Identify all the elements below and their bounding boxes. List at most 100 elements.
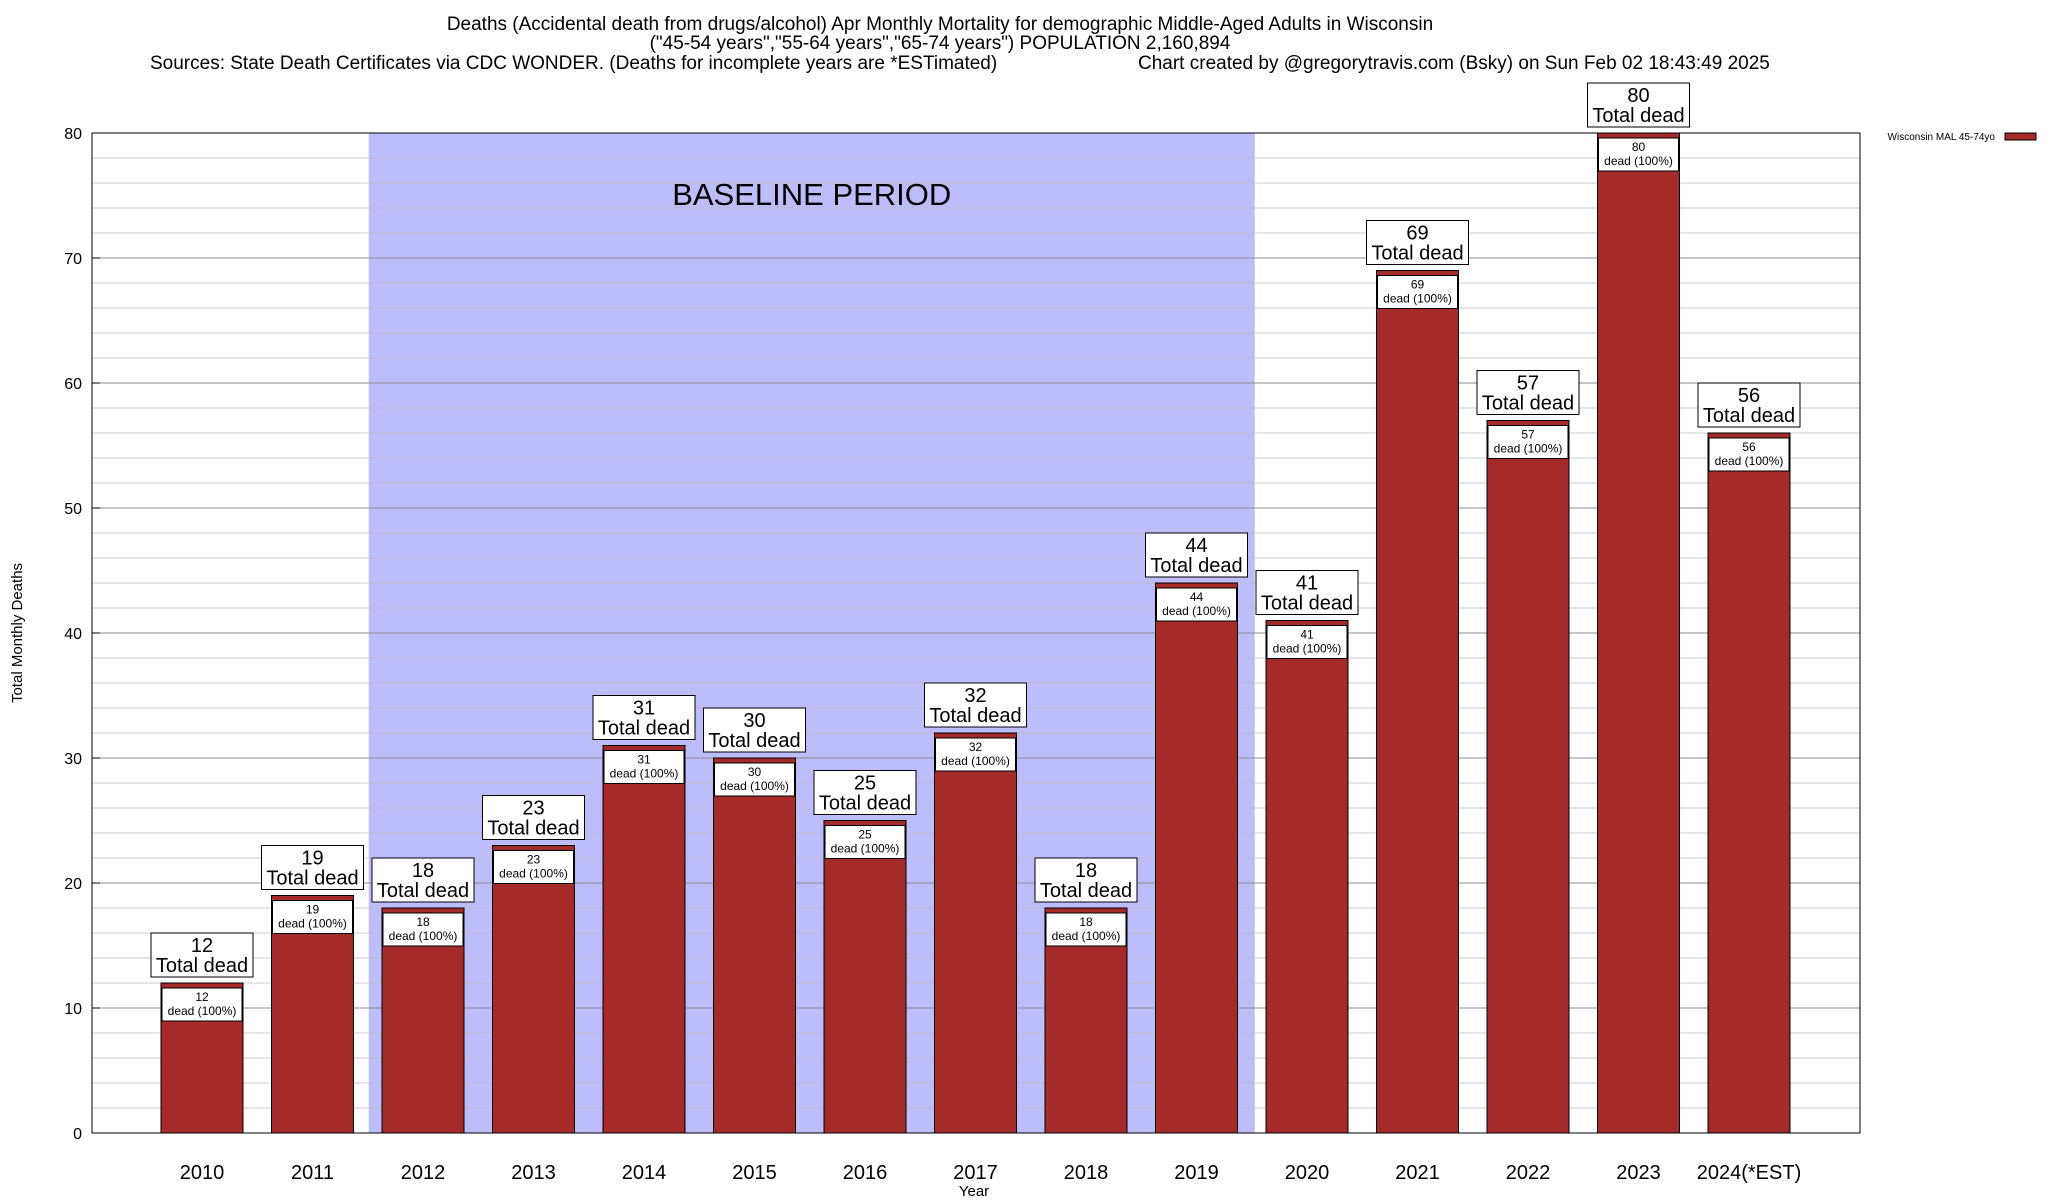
chart-sources: Sources: State Death Certificates via CD… xyxy=(150,53,998,74)
x-axis-label: Year xyxy=(959,1183,989,1200)
y-tick-label: 70 xyxy=(64,251,82,268)
bar-total-label: Total dead xyxy=(1592,105,1684,127)
bar xyxy=(1707,432,1791,1134)
x-tick-label: 2020 xyxy=(1285,1162,1330,1184)
bar xyxy=(602,745,686,1134)
bar-total-label-box xyxy=(150,932,254,978)
bar-inner-label: dead (100%) xyxy=(1052,929,1121,943)
bar-total-value: 25 xyxy=(854,773,876,795)
bar-inner-label-box xyxy=(935,737,1016,772)
bar-inner-label: dead (100%) xyxy=(1715,454,1784,468)
bar-inner-label-box xyxy=(382,912,464,947)
bar-inner-label: dead (100%) xyxy=(941,754,1010,768)
bar-inner-label-box xyxy=(1266,625,1348,659)
bar-total-value: 44 xyxy=(1185,535,1207,557)
bar xyxy=(1486,420,1570,1134)
bar-inner-value: 23 xyxy=(527,853,541,867)
x-tick-label: 2015 xyxy=(732,1162,777,1184)
bar-inner-label-box xyxy=(824,825,906,859)
x-tick-label: 2014 xyxy=(622,1162,667,1184)
bar-inner-label: dead (100%) xyxy=(610,767,679,781)
bar-inner-label-box xyxy=(603,750,685,784)
bar-total-label-box xyxy=(261,845,364,890)
bar xyxy=(1597,132,1680,1134)
bar-total-value: 18 xyxy=(1075,860,1097,882)
bar-inner-value: 19 xyxy=(306,903,320,917)
bar-total-label: Total dead xyxy=(377,880,469,902)
bar-inner-label-box xyxy=(1156,587,1237,622)
y-tick-label: 10 xyxy=(64,1001,82,1018)
bar-total-label: Total dead xyxy=(819,793,911,815)
bar-inner-value: 31 xyxy=(637,753,651,767)
bar-total-label-box xyxy=(1587,82,1690,128)
bar-total-label: Total dead xyxy=(708,730,800,752)
bar-total-label: Total dead xyxy=(266,868,358,890)
y-tick-label: 20 xyxy=(64,876,82,893)
y-tick-label: 60 xyxy=(64,376,82,393)
x-tick-label: 2019 xyxy=(1174,1162,1219,1184)
bar-total-label-box xyxy=(813,770,917,815)
bar xyxy=(1265,620,1349,1134)
y-tick-label: 0 xyxy=(73,1126,82,1143)
x-tick-label: 2021 xyxy=(1395,1162,1440,1184)
bar-total-label-box xyxy=(482,795,585,840)
bar-inner-value: 32 xyxy=(969,740,983,754)
bar-total-label: Total dead xyxy=(929,705,1021,727)
bar-total-label-box xyxy=(1476,370,1580,415)
bar-total-label-box xyxy=(703,707,806,753)
bar xyxy=(271,895,354,1134)
x-tick-label: 2010 xyxy=(180,1162,225,1184)
bar-inner-label-box xyxy=(1045,912,1127,947)
bar-total-value: 57 xyxy=(1517,373,1539,395)
x-tick-label: 2024(*EST) xyxy=(1697,1162,1802,1184)
bar xyxy=(1376,270,1459,1134)
bar-total-value: 41 xyxy=(1296,573,1318,595)
bar-total-label-box xyxy=(1255,570,1359,615)
bar-total-label-box xyxy=(924,682,1027,728)
bar-total-label: Total dead xyxy=(1261,593,1353,615)
bar-total-label: Total dead xyxy=(1482,393,1574,415)
bar-inner-label: dead (100%) xyxy=(1273,642,1342,656)
bar-inner-label: dead (100%) xyxy=(1494,442,1563,456)
legend-swatch xyxy=(2004,132,2037,141)
x-tick-label: 2012 xyxy=(401,1162,446,1184)
bar-total-label: Total dead xyxy=(156,955,248,977)
bar-total-label: Total dead xyxy=(1703,405,1795,427)
bar-total-label: Total dead xyxy=(1040,880,1132,902)
bar-total-label-box xyxy=(1366,220,1469,265)
bar-inner-label-box xyxy=(1598,137,1679,172)
bar-total-label-box xyxy=(592,695,696,740)
x-tick-label: 2013 xyxy=(511,1162,556,1184)
bar-inner-value: 18 xyxy=(416,915,430,929)
bar-inner-label: dead (100%) xyxy=(168,1004,237,1018)
bar-inner-label: dead (100%) xyxy=(1383,292,1452,306)
bar xyxy=(492,845,575,1134)
bar-inner-label-box xyxy=(1708,437,1790,472)
bar-total-value: 30 xyxy=(743,710,765,732)
y-tick-label: 80 xyxy=(64,126,82,143)
x-tick-label: 2023 xyxy=(1616,1162,1661,1184)
bar-inner-label-box xyxy=(493,850,574,884)
bar-inner-label: dead (100%) xyxy=(389,929,458,943)
bar-total-value: 56 xyxy=(1738,385,1760,407)
bar-inner-label: dead (100%) xyxy=(831,842,900,856)
bar-total-label-box xyxy=(1034,857,1138,903)
bar-total-label: Total dead xyxy=(487,818,579,840)
bar-inner-value: 18 xyxy=(1079,915,1093,929)
bar-total-value: 23 xyxy=(522,798,544,820)
bar-total-value: 80 xyxy=(1627,85,1649,107)
bar xyxy=(823,820,907,1134)
x-tick-label: 2018 xyxy=(1064,1162,1109,1184)
y-tick-label: 50 xyxy=(64,501,82,518)
chart-subtitle: ("45-54 years","55-64 years","65-74 year… xyxy=(649,33,1231,54)
bar xyxy=(713,757,796,1134)
y-axis-label: Total Monthly Deaths xyxy=(9,563,26,703)
bar-total-value: 18 xyxy=(412,860,434,882)
bar-inner-label: dead (100%) xyxy=(278,917,347,931)
legend-label: Wisconsin MAL 45-74yo xyxy=(1888,132,1996,143)
x-tick-label: 2016 xyxy=(843,1162,888,1184)
bar-total-label-box xyxy=(371,857,475,903)
x-tick-label: 2011 xyxy=(291,1162,334,1184)
bar-inner-value: 25 xyxy=(858,828,872,842)
bar-inner-value: 69 xyxy=(1411,278,1425,292)
